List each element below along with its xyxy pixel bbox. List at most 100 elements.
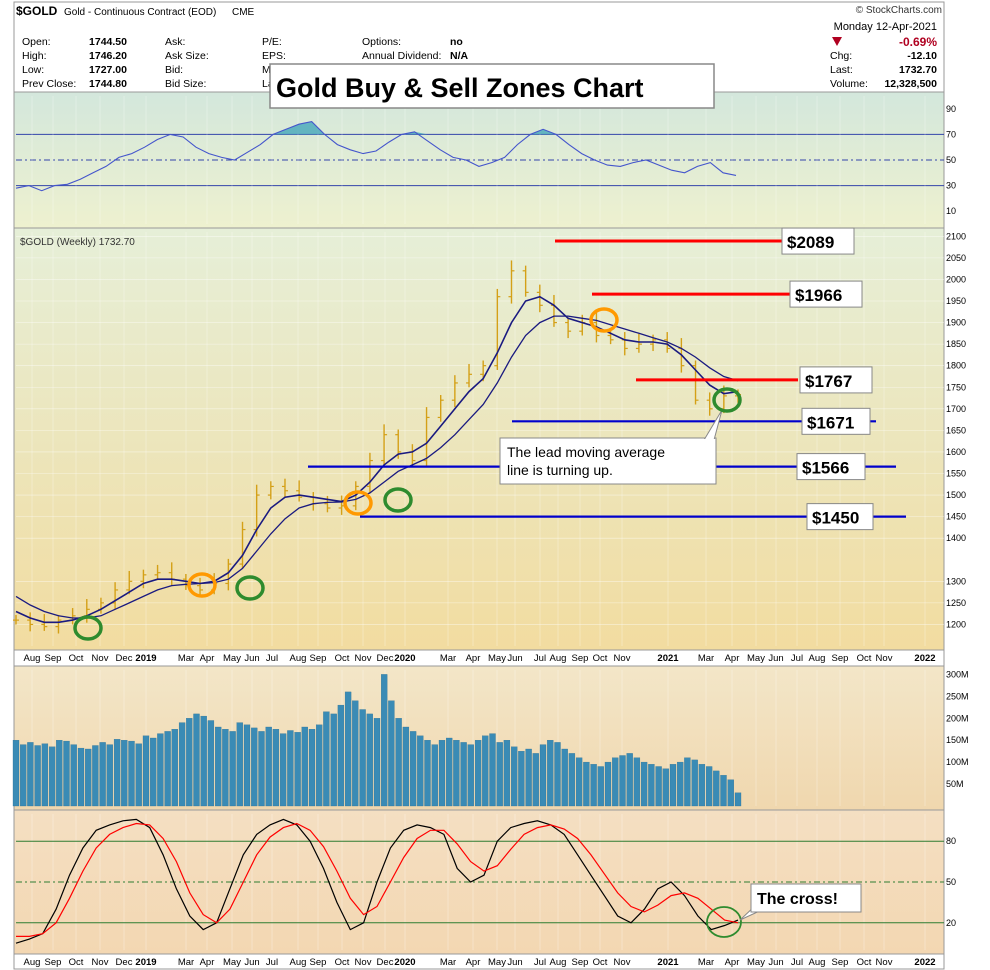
header-field-value: N/A [450,50,469,62]
volume-bar [496,742,503,807]
volume-bar [640,761,648,807]
price-tick-label: 1550 [946,469,966,479]
volume-bar [474,740,482,807]
x-tick-label: Dec [377,653,394,664]
volume-bar [301,726,308,807]
lag-moving-average-line [15,315,739,619]
volume-bar [70,744,77,807]
volume-bar [157,733,164,807]
header-name: Gold - Continuous Contract (EOD) [64,7,216,18]
price-tick-label: 1800 [946,361,966,371]
buy-signal-circle [73,615,103,641]
chart-title: Gold Buy & Sell Zones Chart [276,73,644,103]
x-tick-label: Oct [593,653,608,664]
header-copyright: © StockCharts.com [856,5,942,16]
x-tick-label-lower: Sep [572,957,589,968]
volume-bar [41,743,49,807]
stochastic-tick-label: 50 [946,877,956,887]
buy-signal-circle [712,387,742,413]
x-tick-label-lower: Oct [335,957,350,968]
volume-bar [121,740,128,807]
zone-label-box [796,453,866,481]
x-tick-label-lower: Mar [698,957,714,968]
header-field-label: Chg: [830,50,852,62]
volume-bar [409,731,417,807]
volume-bar [417,735,424,807]
volume-bar [243,724,251,807]
volume-bar [626,753,633,807]
volume-bar [532,753,539,807]
x-tick-label-lower: Mar [440,957,456,968]
header-field-value: 1727.00 [89,64,127,76]
x-tick-label: 2021 [657,653,679,664]
header-symbol: $GOLD [16,4,58,18]
volume-bar [612,757,619,807]
zone-label-box [781,227,855,255]
volume-bar [272,729,280,807]
volume-bar [77,747,85,807]
zone-label: $2089 [787,233,834,252]
x-tick-label: Jul [266,653,278,664]
price-tick-label: 1850 [946,339,966,349]
x-tick-label: Sep [572,653,589,664]
volume-bar [438,740,446,807]
volume-tick-label: 50M [946,779,964,789]
volume-bar [344,691,352,807]
x-tick-label-lower: 2022 [914,957,935,968]
price-tick-label: 1650 [946,425,966,435]
header-field-label: Last: [830,64,853,76]
volume-bar [359,709,366,807]
header-field-label: Annual Dividend: [362,50,441,62]
x-tick-label: Nov [876,653,893,664]
volume-bar [583,761,590,807]
x-tick-label: Dec [116,653,133,664]
volume-bar [511,746,518,807]
zone-label: $1671 [807,413,854,432]
x-tick-label: Jun [244,653,259,664]
volume-bar [287,730,294,807]
ma-callout-mask [701,439,715,442]
volume-bar [547,740,554,807]
volume-bar [467,744,474,807]
rsi-tick-label: 10 [946,206,956,216]
header: $GOLD Gold - Continuous Contract (EOD) CME… [16,4,942,90]
header-field-label: Prev Close: [22,78,76,90]
x-tick-label: 2022 [914,653,935,664]
down-arrow-icon [832,37,842,46]
x-tick-label-lower: Nov [92,957,109,968]
header-field-label: Ask Size: [165,50,209,62]
x-tick-label: 2020 [394,653,415,664]
volume-bar [330,713,337,807]
volume-bar [453,740,460,807]
header-field-label: Bid: [165,64,183,76]
rsi-tick-label: 50 [946,155,956,165]
volume-bar [633,757,641,807]
volume-bar [56,740,63,807]
price-tick-label: 1900 [946,318,966,328]
volume-bar [705,766,713,807]
volume-bar [604,761,612,807]
volume-bar [677,761,684,807]
volume-bar [186,718,193,807]
x-tick-label: Oct [857,653,872,664]
x-tick-label: Sep [832,653,849,664]
volume-bar [395,718,402,807]
zone-label: $1966 [795,286,842,305]
ma-callout-line2: line is turning up. [507,462,613,478]
x-tick-label-lower: Apr [200,957,215,968]
x-tick-label-lower: 2021 [657,957,679,968]
volume-bar [366,713,373,807]
volume-bar [142,735,150,807]
price-tick-label: 1400 [946,533,966,543]
volume-bar [691,759,698,807]
x-tick-label-lower: 2019 [135,957,156,968]
marks-layer [12,121,742,944]
volume-bar [561,748,568,807]
rsi-tick-label: 70 [946,129,956,139]
x-tick-label-lower: May [747,957,765,968]
sell-signal-circle [187,572,217,598]
header-date: Monday 12-Apr-2021 [834,21,937,33]
volume-bar [525,748,532,807]
volume-bar [12,740,20,807]
zone-label: $1566 [802,459,849,478]
